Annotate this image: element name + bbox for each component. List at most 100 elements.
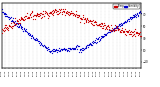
Point [29,33,32,34]
Point [65,49,68,51]
Point [62,9,64,10]
Point [7,27,9,28]
Point [108,30,110,31]
Point [1,11,4,13]
Point [95,37,97,39]
Point [129,33,131,34]
Point [133,14,136,16]
Point [69,13,71,14]
Point [30,10,33,11]
Point [47,48,50,50]
Point [132,31,135,32]
Point [79,18,82,20]
Point [61,10,64,12]
Point [12,26,14,27]
Point [85,21,87,23]
Point [53,48,55,49]
Point [72,12,75,14]
Point [10,27,13,28]
Point [66,50,68,51]
Point [31,11,33,13]
Point [120,32,123,33]
Point [6,26,9,28]
Point [9,25,12,27]
Point [39,44,41,45]
Point [36,12,38,13]
Point [102,36,105,37]
Point [86,44,88,46]
Point [61,48,64,49]
Point [61,13,64,14]
Point [16,25,18,27]
Point [4,26,6,28]
Point [83,18,86,19]
Point [52,10,55,11]
Point [68,48,71,50]
Point [114,26,117,27]
Point [113,25,116,26]
Point [117,27,120,29]
Point [119,23,121,25]
Point [102,25,104,27]
Point [76,14,79,15]
Point [93,39,96,41]
Point [65,48,67,49]
Point [55,11,57,13]
Point [46,49,49,50]
Point [77,45,80,46]
Point [95,24,98,25]
Point [3,13,5,14]
Point [48,12,50,14]
Point [73,13,76,15]
Point [97,38,99,40]
Point [30,35,33,37]
Point [77,15,80,16]
Point [123,30,126,32]
Point [40,43,43,44]
Point [59,50,61,51]
Point [19,22,21,23]
Point [39,42,42,43]
Point [22,19,24,20]
Point [58,50,60,51]
Point [28,14,31,16]
Point [126,31,128,32]
Point [28,34,31,35]
Point [66,48,69,49]
Point [131,34,134,36]
Point [28,16,31,17]
Point [139,12,141,13]
Point [86,17,89,19]
Point [98,25,101,27]
Point [8,16,11,18]
Point [121,24,124,26]
Point [92,40,95,42]
Point [74,47,77,48]
Point [76,48,79,50]
Point [4,15,6,17]
Point [60,9,62,10]
Point [59,50,62,51]
Point [102,27,105,29]
Point [104,25,107,26]
Point [50,10,53,12]
Point [2,30,4,31]
Point [56,10,59,12]
Point [112,28,115,29]
Point [100,36,103,37]
Point [92,41,95,42]
Point [123,31,125,32]
Point [54,50,56,52]
Point [103,35,105,36]
Point [63,11,65,12]
Point [109,32,112,33]
Point [124,21,127,22]
Point [44,45,46,47]
Point [47,18,49,19]
Point [68,11,70,13]
Point [49,50,52,51]
Point [3,13,6,14]
Point [86,18,88,19]
Point [106,25,108,26]
Point [48,12,51,14]
